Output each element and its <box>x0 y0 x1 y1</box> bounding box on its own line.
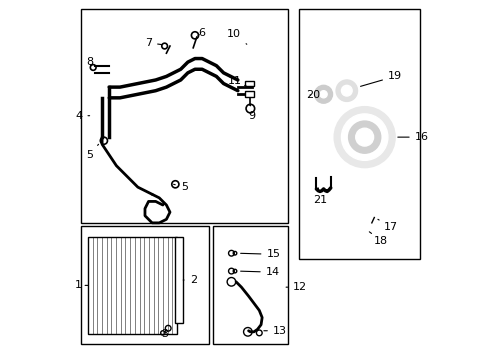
Circle shape <box>342 114 388 160</box>
Circle shape <box>320 91 327 98</box>
Text: 5: 5 <box>86 144 98 160</box>
Bar <box>298 9 420 258</box>
Text: 5: 5 <box>173 182 188 192</box>
Bar <box>81 226 209 344</box>
Text: 9: 9 <box>248 104 255 121</box>
Text: 7: 7 <box>145 38 162 48</box>
Circle shape <box>336 80 358 102</box>
Circle shape <box>309 80 338 109</box>
Text: 13: 13 <box>264 326 287 336</box>
Text: 4: 4 <box>75 111 90 121</box>
Circle shape <box>315 85 333 103</box>
Text: 11: 11 <box>228 76 247 86</box>
Circle shape <box>334 107 395 167</box>
Text: 16: 16 <box>398 132 429 142</box>
Text: 15: 15 <box>241 249 280 259</box>
Bar <box>245 81 254 86</box>
Bar <box>81 9 288 223</box>
Circle shape <box>356 128 373 146</box>
Text: 6: 6 <box>198 28 205 38</box>
Text: 3: 3 <box>161 329 168 339</box>
Bar <box>245 91 254 97</box>
Bar <box>175 237 183 323</box>
Bar <box>88 237 177 334</box>
Text: 8: 8 <box>86 57 93 67</box>
Text: 12: 12 <box>286 282 307 292</box>
Circle shape <box>348 121 381 153</box>
Text: 21: 21 <box>314 188 328 204</box>
Text: 1: 1 <box>75 280 88 291</box>
Text: 14: 14 <box>241 267 280 277</box>
Text: 19: 19 <box>361 71 402 86</box>
Circle shape <box>365 226 372 234</box>
Circle shape <box>342 85 352 96</box>
Text: 2: 2 <box>183 275 197 285</box>
Bar <box>213 226 288 344</box>
Text: 17: 17 <box>378 219 398 232</box>
Circle shape <box>369 213 378 222</box>
Text: 10: 10 <box>227 29 247 44</box>
Text: 18: 18 <box>369 232 389 246</box>
Text: 20: 20 <box>306 90 320 100</box>
